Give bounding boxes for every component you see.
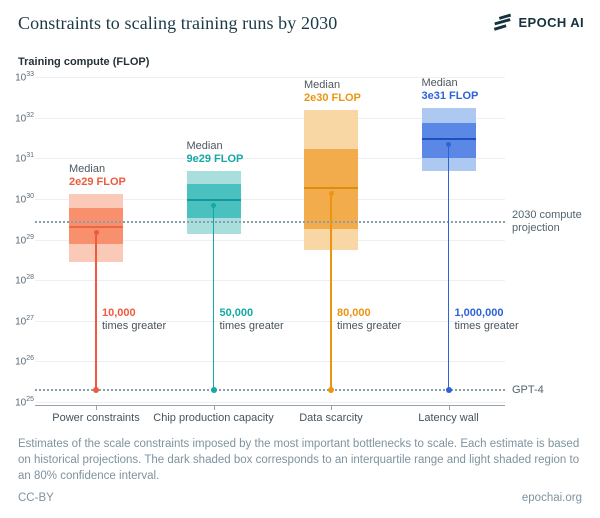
- median-line: [186, 199, 241, 202]
- median-value: 3e31 FLOP: [421, 90, 479, 103]
- times-greater-value: 10,000: [102, 307, 136, 319]
- gridline: [35, 117, 505, 119]
- times-greater-label: 1,000,000 times greater: [455, 307, 519, 333]
- x-axis-tick: [96, 406, 97, 410]
- y-tick-label: 1030: [15, 193, 34, 206]
- times-greater-suffix: times greater: [219, 320, 284, 332]
- median-label: Median 2e29 FLOP: [69, 163, 126, 189]
- y-tick-label: 1029: [15, 233, 34, 246]
- y-tick-label: 1031: [15, 152, 34, 165]
- median-label: Median 2e30 FLOP: [304, 79, 361, 105]
- chart-title: Constraints to scaling training runs by …: [18, 13, 338, 33]
- median-value: 2e29 FLOP: [69, 175, 126, 188]
- times-greater-label: 80,000 times greater: [337, 307, 401, 333]
- times-greater-line: [95, 231, 97, 391]
- times-greater-suffix: times greater: [454, 320, 519, 332]
- gridline: [35, 402, 505, 403]
- times-greater-label: 50,000 times greater: [220, 307, 284, 333]
- reference-line-gpt4: [35, 389, 505, 392]
- times-greater-value: 80,000: [337, 307, 371, 319]
- gridline: [35, 77, 505, 79]
- median-label: Median 3e31 FLOP: [422, 77, 479, 103]
- gridline: [35, 280, 505, 282]
- x-axis-tick: [213, 406, 215, 410]
- times-greater-suffix: times greater: [337, 320, 402, 332]
- median-word: Median: [69, 162, 106, 175]
- baseline-dot: [210, 387, 217, 394]
- median-line: [304, 187, 358, 190]
- gridline: [35, 320, 505, 322]
- median-line: [69, 226, 123, 229]
- times-greater-line: [447, 142, 450, 391]
- epochai-org-link[interactable]: epochai.org: [521, 492, 582, 504]
- baseline-dot: [445, 387, 452, 394]
- y-axis-title: Training compute (FLOP): [18, 56, 150, 68]
- reference-label-projection-2030: 2030 compute projection: [512, 209, 582, 235]
- chart-caption: Estimates of the scale constraints impos…: [18, 438, 580, 482]
- baseline-dot: [93, 387, 99, 394]
- brand-name: EPOCH AI: [518, 15, 584, 30]
- category-label: Power constraints: [52, 412, 140, 424]
- x-axis-tick: [448, 406, 450, 410]
- median-dot: [328, 191, 334, 197]
- category-label: Latency wall: [418, 412, 479, 424]
- gridline: [35, 239, 505, 241]
- category-label: Data scarcity: [299, 412, 363, 424]
- median-dot: [446, 141, 451, 147]
- times-greater-value: 1,000,000: [454, 307, 504, 319]
- x-axis-line: [35, 405, 505, 406]
- median-word: Median: [421, 77, 458, 90]
- y-tick-label: 1028: [15, 274, 34, 287]
- epoch-ai-logo: EPOCH AI: [492, 13, 584, 32]
- median-line: [421, 137, 476, 140]
- reference-line-projection-2030: [35, 221, 505, 224]
- gridline: [35, 199, 505, 200]
- times-greater-value: 50,000: [219, 307, 254, 319]
- median-dot: [211, 203, 216, 209]
- times-greater-line: [212, 204, 215, 391]
- median-label: Median 9e29 FLOP: [187, 140, 244, 166]
- median-value: 9e29 FLOP: [186, 153, 244, 166]
- license-label: CC-BY: [18, 492, 54, 504]
- median-word: Median: [186, 140, 223, 153]
- times-greater-label: 10,000 times greater: [102, 307, 166, 333]
- category-label: Chip production capacity: [153, 412, 274, 424]
- y-tick-label: 1026: [15, 355, 34, 368]
- reference-label-gpt4: GPT-4: [512, 383, 544, 396]
- gridline: [35, 361, 505, 363]
- x-axis-tick: [331, 406, 332, 410]
- times-greater-line: [330, 192, 332, 391]
- epoch-logo-icon: [492, 13, 512, 32]
- gridline: [35, 158, 505, 160]
- times-greater-suffix: times greater: [102, 320, 167, 332]
- median-dot: [93, 230, 99, 236]
- baseline-dot: [328, 387, 334, 394]
- y-tick-label: 1025: [15, 396, 34, 409]
- median-value: 2e30 FLOP: [304, 91, 361, 104]
- median-word: Median: [304, 78, 341, 91]
- y-tick-label: 1033: [15, 71, 34, 84]
- y-tick-label: 1027: [15, 314, 34, 328]
- y-tick-label: 1032: [15, 111, 34, 125]
